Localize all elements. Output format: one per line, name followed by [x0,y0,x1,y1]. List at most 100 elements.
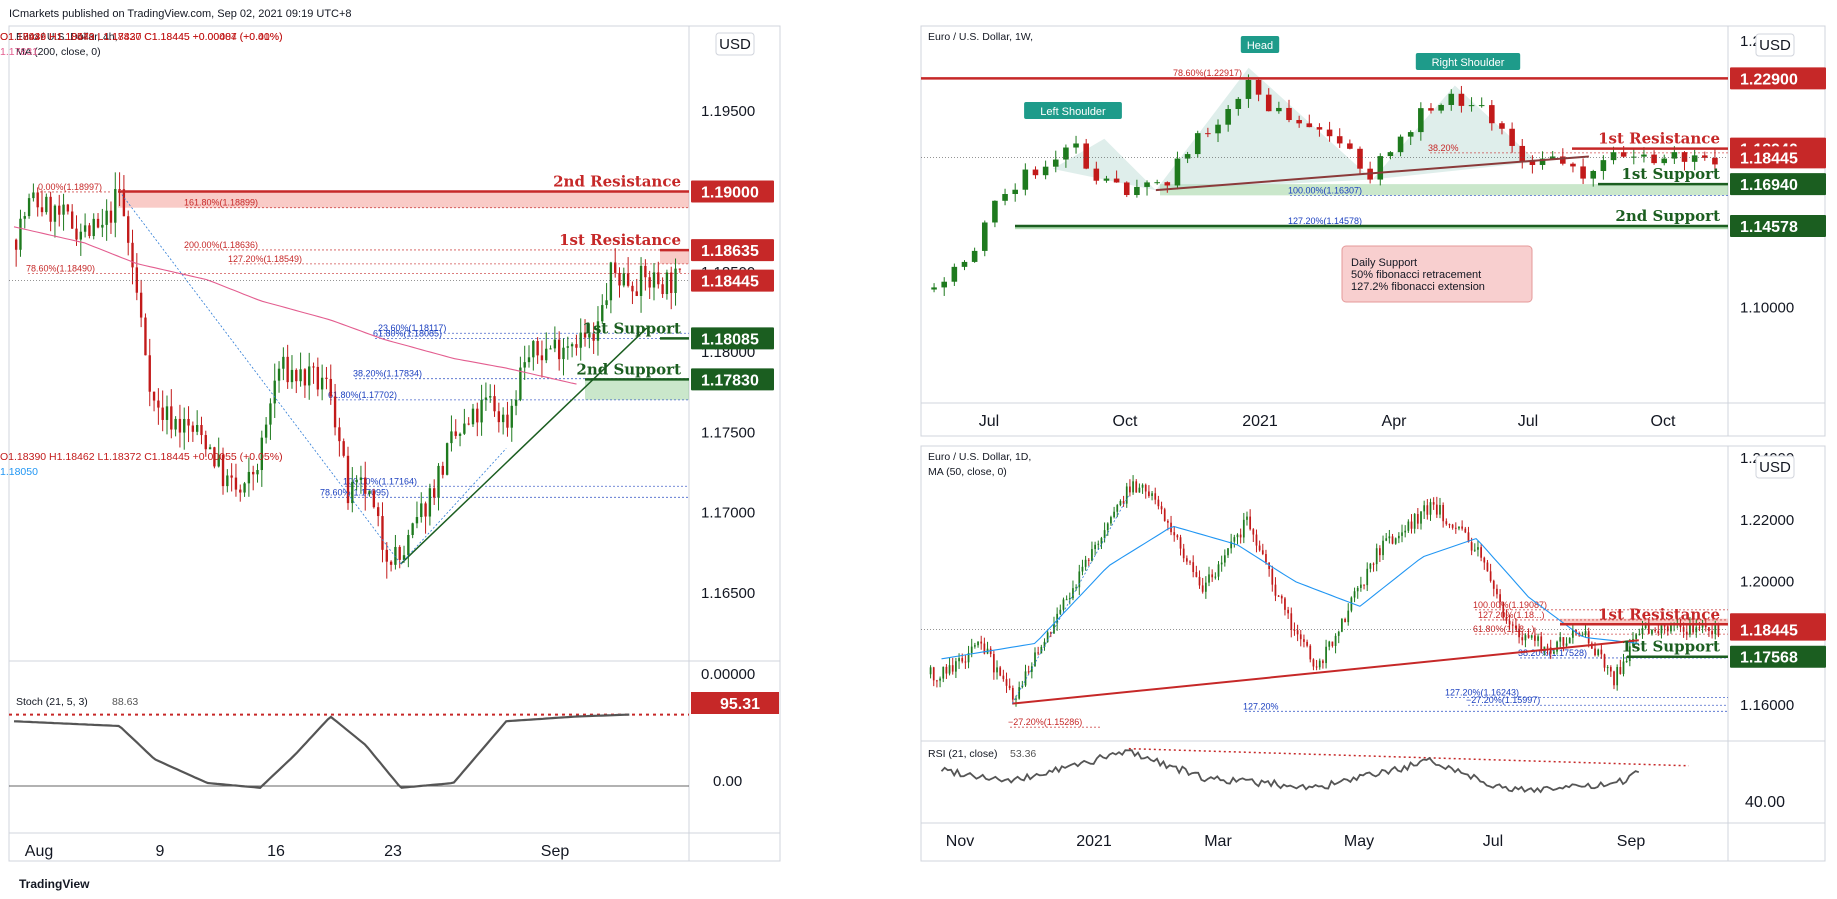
fib-label: 61.80%(1.17702) [328,390,397,400]
currency-button-label: USD [1759,459,1791,476]
candle [971,250,978,262]
currency-button[interactable] [1755,33,1795,57]
candle [992,200,998,223]
candle [1148,491,1150,496]
candle [635,291,638,296]
candle [127,216,130,243]
rsi-title: RSI (21, close) [928,748,997,760]
candle [1387,152,1394,157]
candle [183,418,186,433]
candle [217,454,220,467]
candle [1708,627,1710,632]
candle [996,667,998,673]
candle [514,399,518,406]
panel-frame [920,445,1826,862]
uptrend-line [400,327,648,565]
candle [942,666,945,679]
currency-button[interactable] [715,32,755,56]
candle [1160,506,1163,510]
currency-button[interactable] [1755,455,1795,479]
fib-label: 100.00%(1.19087) [1473,600,1547,610]
neckline [1155,155,1589,192]
stoch-title: Stoch (21, 5, 3) [16,696,88,708]
candle [1081,566,1084,572]
candle [1174,158,1181,186]
candle [1613,671,1615,686]
candle [1378,548,1381,556]
support-zone [1015,226,1728,230]
candle [493,396,496,412]
y-tick-label: 1.10000 [1740,299,1794,316]
candle [1065,599,1068,601]
candle [1334,635,1337,646]
candle [1075,587,1077,589]
candle [1290,613,1293,630]
ohlc-readout: O1.18390 H1.18462 L1.18372 C1.18445 +0.0… [0,451,283,463]
candle [1182,548,1185,559]
support-level-label: 2nd Support [1615,207,1720,225]
candle [1515,625,1517,629]
candle [1110,517,1112,524]
candle [1227,548,1229,556]
candle [1372,563,1375,565]
panel-eurusd_1d: 100.00%(1.19087)127.20%(1.18...) 61.80%(1… [0,445,1826,862]
price-badge [1730,173,1826,196]
candle [1144,484,1147,492]
candle [1328,641,1331,647]
candle [622,273,626,286]
candle [1375,548,1378,565]
candle [19,218,22,250]
moving-average-line [13,226,577,385]
candle [1331,641,1334,646]
candle [1356,587,1359,592]
x-tick-label: Jul [979,413,999,430]
candle [540,355,544,361]
candle [1223,555,1226,563]
fib-label: −27.20%(1.15286) [1008,717,1082,727]
stoch-value: 88.63 [112,696,138,708]
candle [489,396,492,398]
candle [454,431,457,436]
candle [964,661,967,663]
candle [1556,641,1558,652]
candle [1135,481,1138,493]
candle [1492,580,1495,589]
candle [1467,532,1470,543]
candle [670,272,673,293]
candle [648,277,651,288]
candle [45,196,48,213]
candle [385,549,388,562]
candle [941,281,948,288]
price-badge-value: 1.14578 [1740,219,1798,236]
candle [1173,532,1176,536]
candle [652,272,656,288]
candle [1641,628,1644,634]
candle [1032,169,1039,176]
support-level-label: 2nd Support [576,360,681,378]
candle [967,652,970,663]
candle [1325,646,1327,664]
stoch-axis-top: 0.00000 [701,666,755,683]
price-badge-value: 1.18445 [701,274,759,291]
candle [204,435,207,450]
x-tick-label: 2021 [1076,833,1112,850]
candle [1239,534,1242,538]
fib-label: 127.20%(1.16243) [1445,688,1519,698]
candle [463,423,466,434]
pattern-annotation-label: Left Shoulder [1040,106,1106,118]
candle [1663,625,1666,627]
candle [1534,635,1536,641]
candle [1277,595,1280,597]
price-badge-value: 1.16940 [1740,177,1798,194]
ohlc-readout: O1.17936 H1.18573 L1.17837 C1.18445 +0.0… [0,31,283,43]
candle [445,443,449,475]
fib-label: 78.60%(1.22917) [1173,68,1242,78]
candle [961,261,968,267]
fib-label: 200.00%(1.18636) [184,240,258,250]
candle [1194,133,1201,155]
candle [1407,521,1410,531]
candle [32,192,35,199]
candle [1483,557,1486,563]
candle [1423,505,1426,512]
candle [1651,629,1653,634]
